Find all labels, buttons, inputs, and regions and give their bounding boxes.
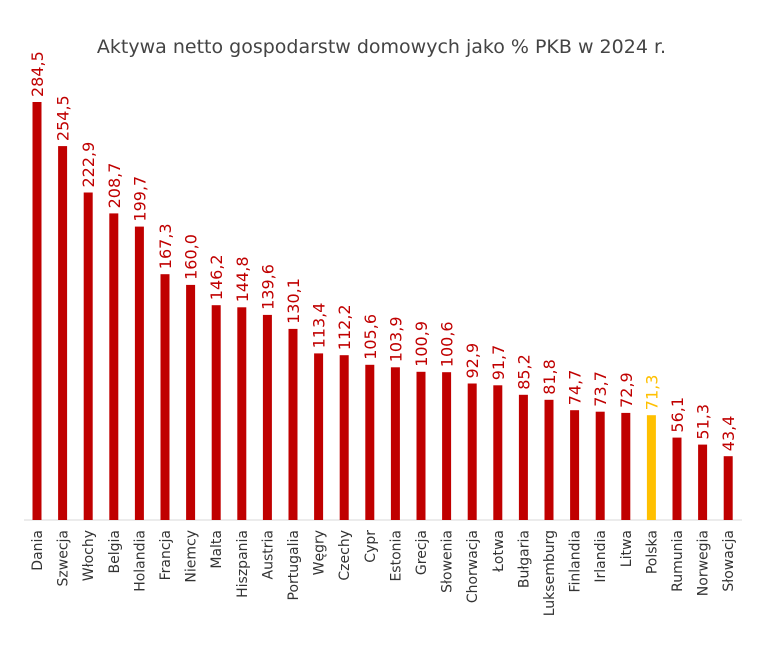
category-label-grecja: Grecja [414, 530, 430, 575]
category-label-finlandia: Finlandia [568, 530, 584, 593]
category-label-norwegia: Norwegia [696, 530, 712, 596]
value-label-irlandia: 73,7 [591, 371, 610, 407]
bar-czechy [339, 355, 349, 520]
value-label-grecja: 100,9 [412, 321, 431, 367]
bars-group [32, 102, 733, 520]
value-label-holandia: 199,7 [130, 176, 149, 222]
category-label-chorwacja: Chorwacja [465, 530, 481, 603]
category-label-rumunia: Rumunia [670, 530, 686, 592]
value-label-chorwacja: 92,9 [463, 343, 482, 379]
category-label-malta: Malta [209, 530, 225, 569]
bar-litwa [621, 412, 631, 520]
value-label-czechy: 112,2 [335, 304, 354, 350]
bar-estonia [390, 367, 400, 520]
category-label-cypr: Cypr [363, 530, 379, 563]
value-label-wegry: 113,4 [310, 303, 329, 349]
category-label-litwa: Litwa [619, 530, 635, 567]
category-label-niemcy: Niemcy [184, 530, 200, 583]
value-labels-group: 284,5 254,5 222,9 208,7 199,7 167,3 160,0 146,2… [28, 51, 738, 451]
category-label-francja: Francja [158, 530, 174, 580]
value-label-finlandia: 74,7 [566, 370, 585, 406]
category-label-slowacja: Słowacja [721, 530, 737, 592]
bar-szwecja [58, 146, 68, 520]
category-label-polska: Polska [644, 530, 660, 574]
bar-wlochy [83, 192, 93, 520]
value-label-hiszpania: 144,8 [233, 256, 252, 302]
bar-lotwa [493, 385, 503, 520]
bar-dania [32, 102, 42, 520]
category-label-szwecja: Szwecja [56, 530, 72, 586]
category-label-luksemburg: Luksemburg [542, 530, 558, 616]
value-label-szwecja: 254,5 [54, 95, 73, 141]
category-label-portugalia: Portugalia [286, 530, 302, 600]
value-label-wlochy: 222,9 [79, 142, 98, 188]
value-label-belgia: 208,7 [105, 163, 124, 209]
bar-belgia [109, 213, 119, 520]
value-label-cypr: 105,6 [361, 314, 380, 360]
category-label-irlandia: Irlandia [593, 530, 609, 583]
bar-slowacja [723, 456, 733, 520]
category-label-dania: Dania [30, 530, 46, 571]
bar-slowenia [442, 372, 452, 520]
value-label-slowenia: 100,6 [438, 321, 457, 367]
category-label-austria: Austria [260, 530, 276, 579]
bar-grecja [416, 371, 426, 520]
value-label-slowacja: 43,4 [719, 416, 738, 452]
value-label-bulgaria: 85,2 [514, 354, 533, 390]
category-label-slowenia: Słowenia [440, 530, 456, 593]
bar-austria [262, 314, 272, 520]
bar-cypr [365, 364, 375, 520]
value-label-luksemburg: 81,8 [540, 359, 559, 395]
category-label-wlochy: Włochy [81, 530, 97, 581]
bar-holandia [134, 226, 144, 520]
bar-bulgaria [518, 394, 528, 520]
bar-irlandia [595, 411, 605, 520]
bar-finlandia [570, 410, 580, 520]
bar-rumunia [672, 437, 682, 520]
category-label-hiszpania: Hiszpania [235, 530, 251, 598]
bar-wegry [314, 353, 324, 520]
category-labels-group: Dania Szwecja Włochy Belgia Holandia Francja N… [30, 530, 737, 616]
bar-polska [646, 415, 656, 520]
value-label-lotwa: 91,7 [489, 345, 508, 381]
value-label-dania: 284,5 [28, 51, 47, 97]
bar-malta [211, 305, 221, 520]
value-label-polska: 71,3 [642, 375, 661, 411]
category-label-wegry: Węgry [312, 530, 328, 575]
bar-chorwacja [467, 383, 477, 520]
chart-title: Aktywa netto gospodarstw domowych jako %… [96, 36, 667, 58]
value-label-francja: 167,3 [156, 223, 175, 269]
value-label-estonia: 103,9 [386, 316, 405, 362]
value-label-niemcy: 160,0 [182, 234, 201, 280]
bar-norwegia [698, 444, 708, 520]
category-label-czechy: Czechy [337, 530, 353, 581]
category-label-estonia: Estonia [388, 530, 404, 582]
category-label-belgia: Belgia [107, 530, 123, 573]
bar-francja [160, 274, 170, 520]
value-label-portugalia: 130,1 [284, 278, 303, 324]
category-label-bulgaria: Bułgaria [516, 530, 532, 588]
bar-portugalia [288, 328, 298, 520]
category-label-holandia: Holandia [132, 530, 148, 592]
value-label-norwegia: 51,3 [694, 404, 713, 440]
value-label-malta: 146,2 [207, 254, 226, 300]
bar-niemcy [186, 284, 196, 520]
bar-hiszpania [237, 307, 247, 520]
category-label-lotwa: Łotwa [491, 530, 507, 573]
value-label-rumunia: 56,1 [668, 397, 687, 433]
value-label-litwa: 72,9 [617, 372, 636, 408]
value-label-austria: 139,6 [258, 264, 277, 310]
bar-luksemburg [544, 399, 554, 520]
